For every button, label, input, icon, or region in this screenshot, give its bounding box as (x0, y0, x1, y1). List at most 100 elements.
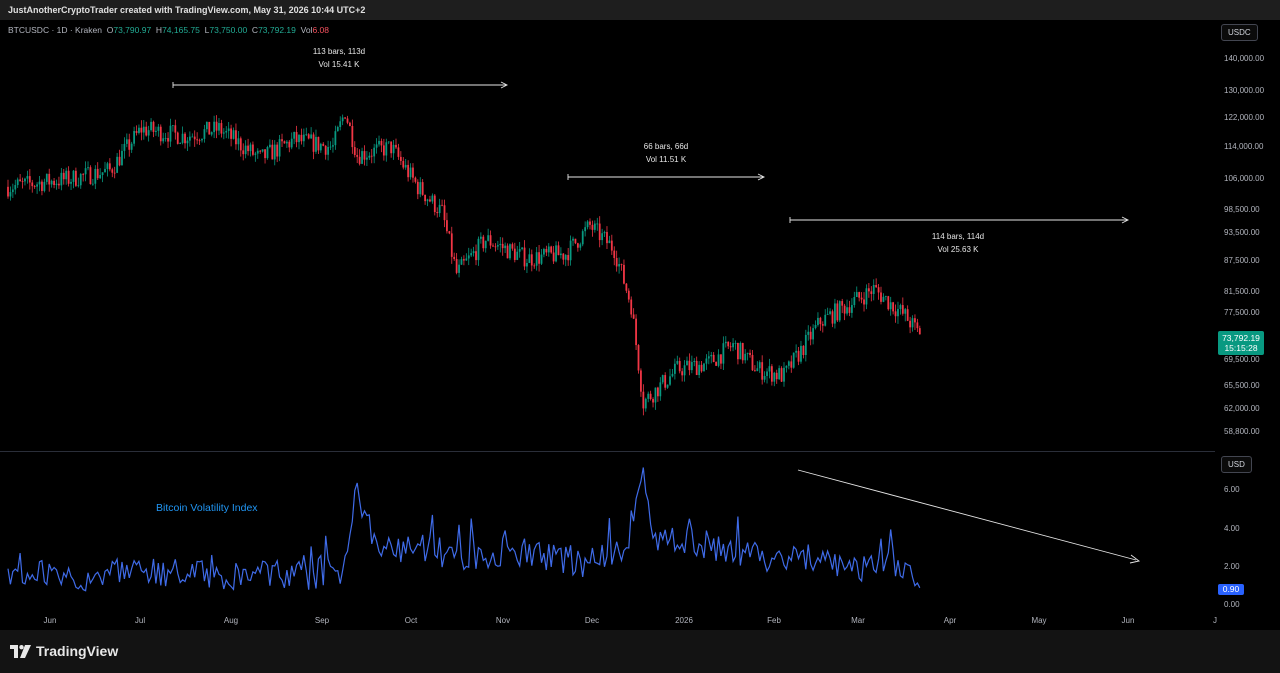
candle-body (547, 246, 550, 253)
candle-body (576, 243, 579, 248)
price-tick-label: 130,000.00 (1224, 85, 1265, 95)
candle-body (244, 145, 247, 155)
candle-body (513, 248, 516, 260)
candle-body (65, 170, 68, 180)
candle-body (552, 252, 555, 262)
last-price-tag: 73,792.19 15:15:28 (1218, 331, 1264, 355)
candle-body (739, 342, 742, 360)
candle-body (242, 150, 245, 155)
bar-countdown: 15:15:28 (1224, 343, 1258, 353)
candle-body (887, 296, 890, 310)
candle-body (397, 147, 400, 157)
candle-body (884, 296, 887, 298)
candle-body (378, 140, 380, 145)
candle-body (479, 236, 482, 239)
candle-body (535, 252, 538, 266)
last-price: 73,792.19 (1222, 333, 1260, 343)
candle-body (904, 309, 907, 314)
candle-body (346, 118, 349, 123)
time-tick-label: Jun (43, 616, 57, 625)
candle-body (375, 144, 378, 148)
time-tick-label: Jul (134, 616, 146, 625)
candle-body (438, 204, 441, 214)
candle-body (285, 141, 288, 144)
candle-body (222, 132, 225, 134)
candle-body (843, 305, 846, 314)
candle-body (283, 141, 286, 144)
candle-body (370, 155, 373, 157)
candle-body (717, 354, 720, 366)
candle-body (162, 138, 165, 142)
candle-body (188, 136, 191, 141)
candle-body (698, 364, 701, 376)
volatility-unit-button[interactable]: USD (1221, 456, 1252, 473)
price-tick-label: 98,500.00 (1224, 205, 1260, 215)
candle-body (589, 221, 591, 225)
candle-body (487, 235, 490, 241)
candle-body (472, 251, 475, 254)
volatility-tick-label: 4.00 (1224, 523, 1240, 533)
candle-body (732, 343, 734, 348)
measure-vol-1: Vol 15.41 K (318, 60, 360, 69)
candle-body (690, 362, 693, 371)
time-tick-label: Nov (495, 616, 511, 625)
pane-divider[interactable] (0, 451, 1215, 452)
candle-body (870, 291, 873, 294)
candle-body (766, 371, 768, 376)
candle-body (785, 365, 788, 368)
chart-area[interactable] (0, 20, 1280, 630)
candle-body (543, 248, 545, 255)
candle-body (569, 240, 572, 261)
candle-body (84, 168, 87, 175)
candle-body (215, 121, 218, 131)
candle-body (790, 361, 793, 368)
candle-body (249, 144, 252, 152)
candle-body (89, 167, 92, 185)
candle-body (99, 175, 102, 179)
candle-body (860, 297, 863, 300)
candle-body (501, 243, 504, 249)
candle-body (334, 131, 337, 146)
candle-body (489, 235, 492, 246)
measure-arrow-2-head (757, 173, 766, 181)
candle-body (545, 248, 548, 253)
candle-body (652, 399, 654, 403)
candle-body (7, 186, 9, 197)
candle-body (28, 176, 31, 183)
candle-body (484, 240, 487, 249)
candle-body (644, 398, 647, 409)
candle-body (496, 245, 499, 247)
candle-body (169, 125, 172, 142)
candle-body (695, 360, 698, 376)
candle-body (82, 174, 85, 175)
candle-body (48, 173, 51, 185)
candle-body (899, 305, 902, 309)
candle-body (737, 342, 739, 360)
candle-body (426, 199, 429, 202)
candle-body (108, 163, 111, 170)
candle-body (58, 183, 60, 186)
tradingview-logo[interactable]: TradingView (10, 643, 118, 659)
measure-vol-3: Vol 25.63 K (937, 245, 979, 254)
time-tick-label: Dec (584, 616, 600, 625)
price-unit-button[interactable]: USDC (1221, 24, 1258, 41)
candle-body (623, 264, 625, 284)
candle-body (671, 373, 674, 377)
candle-body (336, 127, 339, 132)
candle-body (610, 240, 613, 251)
candle-body (412, 167, 414, 178)
volatility-tick-label: 6.00 (1224, 485, 1240, 495)
candle-body (659, 382, 662, 397)
price-tick-label: 140,000.00 (1224, 54, 1265, 63)
candle-body (831, 311, 834, 324)
candle-body (45, 173, 48, 182)
time-tick-label: Apr (943, 616, 957, 625)
candle-body (436, 212, 439, 214)
candle-body (562, 253, 565, 260)
candle-body (441, 204, 443, 206)
candle-body (164, 138, 167, 139)
candle-body (11, 189, 14, 193)
candle-body (504, 245, 507, 249)
candle-body (96, 168, 99, 179)
